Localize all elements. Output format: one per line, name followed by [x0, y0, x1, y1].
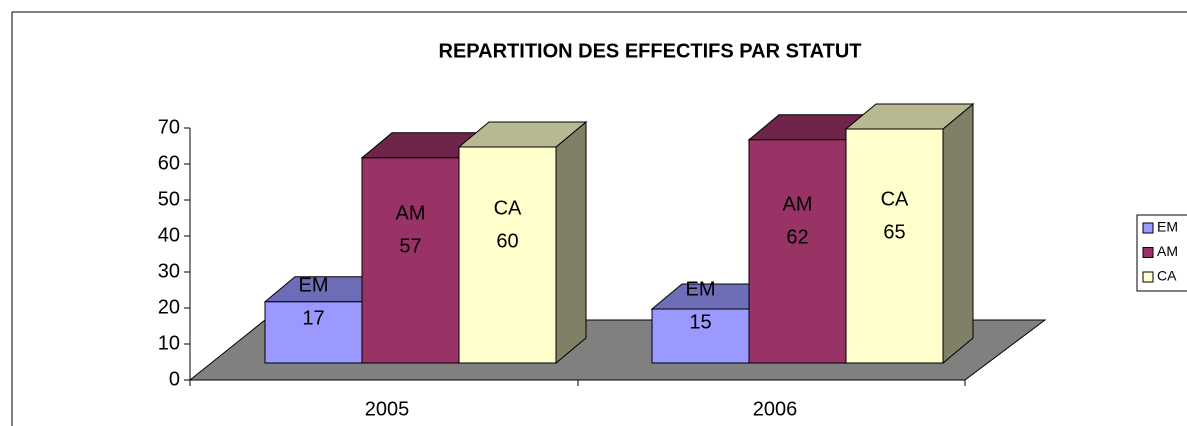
data-label-name: CA: [494, 197, 522, 219]
data-label-value: 62: [786, 227, 808, 249]
y-tick-label: 50: [158, 188, 180, 210]
data-label-value: 17: [302, 308, 324, 330]
bar: [361, 157, 460, 364]
bar: [845, 128, 944, 364]
y-tick-label: 20: [158, 296, 180, 318]
data-label-name: AM: [783, 194, 813, 216]
data-label-name: EM: [686, 278, 716, 300]
legend-label: AM: [1157, 243, 1178, 259]
x-tick-label: 2005: [365, 398, 410, 420]
data-label-name: AM: [396, 203, 426, 225]
y-tick-label: 40: [158, 224, 180, 246]
bar-side: [942, 102, 974, 365]
legend-swatch: [1142, 271, 1154, 283]
bar-side: [555, 120, 587, 365]
data-label-name: CA: [881, 188, 909, 210]
data-label-value: 57: [399, 236, 421, 258]
data-label-name: EM: [299, 275, 329, 297]
y-tick-label: 0: [169, 368, 180, 390]
legend-label: EM: [1157, 219, 1178, 235]
legend-swatch: [1142, 222, 1154, 234]
bar: [748, 139, 847, 364]
y-tick-label: 10: [158, 332, 180, 354]
x-tick-label: 2006: [753, 398, 798, 420]
data-label-value: 60: [496, 230, 518, 252]
bar: [651, 308, 750, 364]
bar: [458, 146, 557, 364]
chart-title: REPARTITION DES EFFECTIFS PAR STATUT: [439, 40, 862, 62]
y-tick-label: 70: [158, 116, 180, 138]
data-label-value: 15: [689, 311, 711, 333]
legend-label: CA: [1157, 268, 1177, 284]
y-tick-label: 60: [158, 152, 180, 174]
y-tick-label: 30: [158, 260, 180, 282]
legend-swatch: [1142, 247, 1154, 258]
data-label-value: 65: [883, 221, 905, 243]
